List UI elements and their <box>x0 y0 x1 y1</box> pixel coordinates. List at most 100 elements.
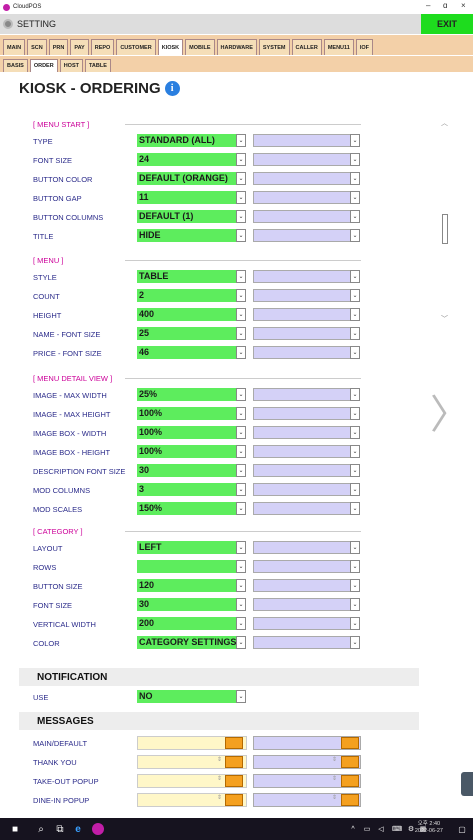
chevron-down-icon[interactable]: ⌄ <box>236 560 246 573</box>
setting-select[interactable]: DEFAULT (1) <box>137 210 245 223</box>
spinner-icon[interactable]: ⇕ <box>217 795 223 801</box>
keyboard-icon[interactable] <box>225 794 243 806</box>
tab-iof[interactable]: IOF <box>355 39 374 55</box>
setting-select[interactable]: 25 <box>137 327 245 340</box>
chevron-down-icon[interactable]: ⌄ <box>350 426 360 439</box>
chevron-down-icon[interactable]: ⌄ <box>236 636 246 649</box>
setting-select[interactable]: DEFAULT (ORANGE) <box>137 172 245 185</box>
keyboard-icon[interactable] <box>225 775 243 787</box>
setting-select[interactable]: STANDARD (ALL) <box>137 134 245 147</box>
keyboard-icon[interactable] <box>341 756 359 768</box>
setting-select[interactable]: 120 <box>137 579 245 592</box>
message-input-secondary[interactable] <box>253 793 361 807</box>
setting-select[interactable]: 25% <box>137 388 245 401</box>
cloudpos-app-icon[interactable] <box>92 823 104 835</box>
spinner-icon[interactable]: ⇕ <box>332 795 338 801</box>
spinner-icon[interactable]: ⇕ <box>217 757 223 763</box>
scroll-up-icon[interactable]: ︿ <box>441 120 448 127</box>
keyboard-icon[interactable] <box>225 737 243 749</box>
setting-select[interactable] <box>137 560 245 573</box>
keyboard-icon[interactable] <box>341 775 359 787</box>
chevron-down-icon[interactable]: ⌄ <box>350 327 360 340</box>
chevron-down-icon[interactable]: ⌄ <box>236 445 246 458</box>
setting-select[interactable]: 150% <box>137 502 245 515</box>
setting-select[interactable]: HIDE <box>137 229 245 242</box>
secondary-select[interactable] <box>253 327 359 340</box>
chevron-down-icon[interactable]: ⌄ <box>350 153 360 166</box>
setting-select[interactable]: 3 <box>137 483 245 496</box>
chevron-down-icon[interactable]: ⌄ <box>350 445 360 458</box>
chevron-down-icon[interactable]: ⌄ <box>350 229 360 242</box>
message-input-secondary[interactable] <box>253 736 361 750</box>
secondary-select[interactable] <box>253 560 359 573</box>
secondary-select[interactable] <box>253 617 359 630</box>
chevron-down-icon[interactable]: ⌄ <box>236 690 246 703</box>
setting-select[interactable]: TABLE <box>137 270 245 283</box>
chevron-down-icon[interactable]: ⌄ <box>236 172 246 185</box>
info-icon[interactable]: i <box>164 81 180 96</box>
close-button[interactable]: × <box>461 1 466 10</box>
chevron-down-icon[interactable]: ⌄ <box>350 502 360 515</box>
tab-hardware[interactable]: HARDWARE <box>216 39 257 55</box>
secondary-select[interactable] <box>253 210 359 223</box>
setting-select[interactable]: 100% <box>137 445 245 458</box>
chevron-down-icon[interactable]: ⌄ <box>236 346 246 359</box>
message-input[interactable] <box>137 755 247 769</box>
tray-arrow-icon[interactable]: ^ <box>351 825 355 833</box>
chevron-down-icon[interactable]: ⌄ <box>350 541 360 554</box>
spinner-icon[interactable]: ⇕ <box>217 776 223 782</box>
scrollbar[interactable]: ︿ ﹀ <box>440 112 450 326</box>
secondary-select[interactable] <box>253 191 359 204</box>
chevron-down-icon[interactable]: ⌄ <box>236 407 246 420</box>
chevron-down-icon[interactable]: ⌄ <box>350 579 360 592</box>
secondary-select[interactable] <box>253 407 359 420</box>
setting-select[interactable]: 24 <box>137 153 245 166</box>
clock[interactable]: 오후 2:40 2022-06-27 <box>415 821 443 835</box>
secondary-select[interactable] <box>253 636 359 649</box>
message-input-secondary[interactable] <box>253 755 361 769</box>
chevron-down-icon[interactable]: ⌄ <box>350 270 360 283</box>
chevron-down-icon[interactable]: ⌄ <box>236 388 246 401</box>
setting-select[interactable]: 46 <box>137 346 245 359</box>
secondary-select[interactable] <box>253 134 359 147</box>
chevron-down-icon[interactable]: ⌄ <box>350 636 360 649</box>
scroll-down-icon[interactable]: ﹀ <box>441 316 448 323</box>
edge-icon[interactable]: e <box>75 823 81 835</box>
secondary-select[interactable] <box>253 308 359 321</box>
message-input[interactable] <box>137 736 247 750</box>
chevron-down-icon[interactable]: ⌄ <box>236 617 246 630</box>
secondary-select[interactable] <box>253 153 359 166</box>
chevron-down-icon[interactable]: ⌄ <box>236 598 246 611</box>
chevron-down-icon[interactable]: ⌄ <box>236 579 246 592</box>
next-page-arrow-icon[interactable]: 〉 <box>430 392 470 438</box>
tab-system[interactable]: SYSTEM <box>258 39 290 55</box>
chevron-down-icon[interactable]: ⌄ <box>236 191 246 204</box>
chevron-down-icon[interactable]: ⌄ <box>236 270 246 283</box>
chevron-down-icon[interactable]: ⌄ <box>350 617 360 630</box>
subtab-host[interactable]: HOST <box>59 59 83 72</box>
setting-select[interactable]: 30 <box>137 464 245 477</box>
secondary-select[interactable] <box>253 346 359 359</box>
chevron-down-icon[interactable]: ⌄ <box>236 483 246 496</box>
spinner-icon[interactable]: ⇕ <box>332 757 338 763</box>
chevron-down-icon[interactable]: ⌄ <box>236 426 246 439</box>
tab-kiosk[interactable]: KIOSK <box>157 39 184 55</box>
tab-mobile[interactable]: MOBILE <box>185 39 215 55</box>
settings-tray-icon[interactable]: ⚙ <box>407 826 415 833</box>
secondary-select[interactable] <box>253 426 359 439</box>
secondary-select[interactable] <box>253 483 359 496</box>
tab-prn[interactable]: PRN <box>48 39 69 55</box>
search-icon[interactable]: ⌕ <box>38 823 44 835</box>
minimize-button[interactable]: – <box>426 1 431 10</box>
setting-select[interactable]: 200 <box>137 617 245 630</box>
setting-select[interactable]: 2 <box>137 289 245 302</box>
maximize-button[interactable]: ɑ <box>443 1 448 10</box>
chevron-down-icon[interactable]: ⌄ <box>350 598 360 611</box>
secondary-select[interactable] <box>253 289 359 302</box>
secondary-select[interactable] <box>253 229 359 242</box>
ime-icon[interactable]: ▦ <box>419 826 427 833</box>
secondary-select[interactable] <box>253 445 359 458</box>
chevron-down-icon[interactable]: ⌄ <box>350 464 360 477</box>
keyboard-icon[interactable] <box>341 794 359 806</box>
message-input[interactable] <box>137 793 247 807</box>
